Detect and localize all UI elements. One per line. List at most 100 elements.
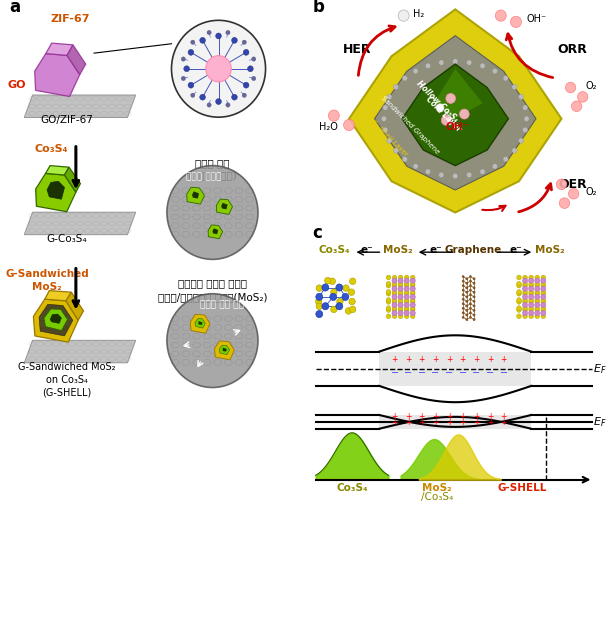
Circle shape [541,302,546,308]
Text: −: − [404,368,412,378]
Polygon shape [192,191,199,199]
Circle shape [392,286,397,291]
Circle shape [328,110,339,121]
Bar [379,351,531,386]
Text: 우수한 전자 전달: 우수한 전자 전달 [200,301,243,310]
Text: $E_F$: $E_F$ [593,362,607,376]
Circle shape [337,298,343,305]
Circle shape [386,308,391,312]
Text: O₂: O₂ [586,188,597,198]
Circle shape [392,294,397,299]
Circle shape [466,291,468,294]
Circle shape [535,289,540,294]
Circle shape [404,283,409,288]
Text: ZIF-67: ZIF-67 [50,14,90,24]
Text: (중공구조 형성): (중공구조 형성) [188,170,237,180]
Circle shape [529,286,534,291]
Circle shape [343,285,349,291]
Text: +: + [501,355,507,364]
Circle shape [523,289,527,294]
Circle shape [386,281,391,286]
Circle shape [404,308,409,312]
Circle shape [410,299,415,304]
Circle shape [439,173,444,178]
Circle shape [393,84,399,89]
Circle shape [350,306,356,312]
Circle shape [462,280,464,282]
Circle shape [535,291,540,296]
Text: G-Sandwiched MoS₂: G-Sandwiched MoS₂ [18,362,115,372]
Circle shape [541,275,546,280]
Circle shape [529,283,534,288]
Circle shape [410,308,415,312]
Text: +: + [419,355,425,364]
Text: c: c [313,224,322,241]
Circle shape [492,164,498,169]
Text: +: + [392,355,398,364]
Circle shape [404,302,409,308]
Circle shape [523,286,527,291]
Circle shape [523,302,527,308]
Circle shape [541,281,546,286]
Circle shape [541,286,546,291]
Circle shape [523,299,527,304]
Text: +: + [392,412,398,421]
Circle shape [386,314,391,319]
Circle shape [336,302,343,310]
Circle shape [535,283,540,288]
Circle shape [322,302,329,310]
Circle shape [462,302,464,305]
Text: MoS₂: MoS₂ [422,482,452,492]
Circle shape [392,283,397,288]
Circle shape [473,296,475,298]
Circle shape [404,299,409,304]
Circle shape [453,59,458,64]
Circle shape [523,275,527,280]
Circle shape [392,299,397,304]
Text: H₂O: H₂O [319,121,337,131]
Circle shape [492,69,498,74]
Circle shape [436,104,444,112]
Text: G-Co₃S₄: G-Co₃S₄ [47,234,87,244]
Text: +: + [446,418,452,427]
Circle shape [188,49,194,55]
Text: −: − [459,368,467,378]
Circle shape [529,314,534,319]
Text: $E_F$: $E_F$ [593,415,607,429]
Circle shape [466,318,468,321]
Circle shape [557,179,567,190]
Text: MoS₂: MoS₂ [535,245,564,255]
Text: +: + [459,355,466,364]
Polygon shape [46,166,69,175]
Text: e⁻: e⁻ [429,245,442,255]
Circle shape [529,289,534,294]
Circle shape [523,314,527,319]
Circle shape [200,94,206,100]
Circle shape [410,298,415,302]
Circle shape [466,305,468,307]
Circle shape [535,275,540,280]
Text: +: + [432,418,439,427]
Circle shape [167,166,258,259]
Polygon shape [402,64,509,166]
Circle shape [459,109,469,119]
Text: Co₃S₄: Co₃S₄ [35,144,69,154]
Text: +: + [405,418,412,427]
Circle shape [393,148,399,153]
Text: a: a [9,0,20,16]
Circle shape [529,278,534,283]
Circle shape [518,94,524,99]
Text: e⁻: e⁻ [510,245,522,255]
Text: b: b [313,0,325,16]
Text: G-SHELL: G-SHELL [497,482,547,492]
Circle shape [404,291,409,296]
Circle shape [535,308,540,312]
Circle shape [404,311,409,316]
Circle shape [560,198,569,209]
Circle shape [410,289,415,294]
Circle shape [167,294,258,388]
Polygon shape [36,173,76,212]
Circle shape [350,278,356,284]
Text: +: + [419,418,425,427]
Circle shape [523,291,527,296]
